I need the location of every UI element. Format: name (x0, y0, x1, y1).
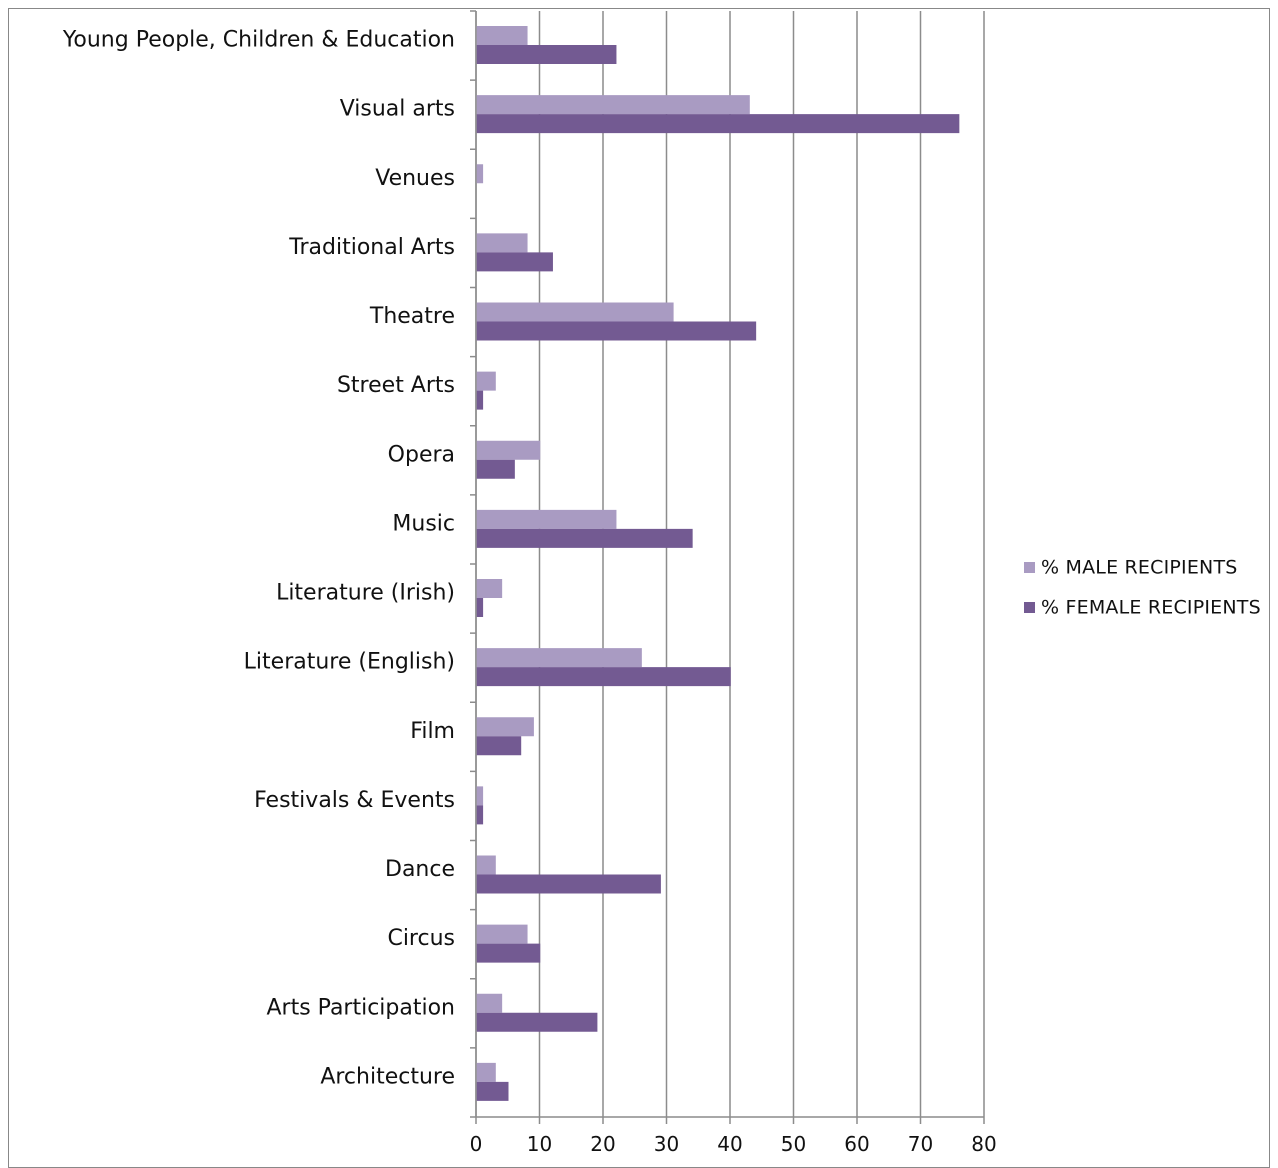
category-label: Street Arts (337, 373, 455, 398)
x-tick-label: 70 (908, 1132, 933, 1156)
category-label: Circus (387, 926, 455, 951)
bar-female (476, 528, 693, 548)
bar-female (476, 667, 731, 687)
category-label: Music (392, 511, 455, 536)
x-tick-label: 20 (590, 1132, 615, 1156)
bar-male (476, 233, 528, 253)
category-label: Venues (375, 166, 455, 191)
bar-female (476, 943, 541, 963)
category-label: Young People, Children & Education (62, 28, 455, 53)
bar-female (476, 45, 617, 64)
bar-male (476, 164, 484, 184)
category-label: Architecture (320, 1064, 455, 1089)
legend-swatch (1024, 562, 1035, 573)
category-label: Arts Participation (266, 995, 455, 1020)
x-tick-label: 60 (844, 1132, 869, 1156)
bar-male (476, 717, 534, 737)
bar-female (476, 874, 661, 894)
bar-female (476, 736, 522, 756)
category-label: Theatre (369, 304, 455, 329)
bar-male (476, 855, 496, 875)
category-label: Visual arts (340, 97, 455, 122)
x-tick-label: 80 (971, 1132, 996, 1156)
category-label: Festivals & Events (254, 788, 455, 813)
category-label: Traditional Arts (288, 235, 455, 260)
category-label: Film (410, 719, 455, 744)
bar-female (476, 598, 484, 617)
x-tick-label: 50 (781, 1132, 806, 1156)
bar-male (476, 371, 496, 391)
category-label: Opera (388, 442, 455, 467)
bar-male (476, 302, 674, 322)
x-tick-label: 10 (527, 1132, 552, 1156)
bar-male (476, 993, 503, 1013)
x-tick-label: 40 (717, 1132, 742, 1156)
bar-female (476, 459, 515, 479)
legend-label: % FEMALE RECIPIENTS (1041, 597, 1261, 619)
bar-male (476, 924, 528, 944)
bar-male (476, 440, 541, 460)
bar-female (476, 1081, 509, 1101)
bar-female (476, 390, 484, 410)
bar-female (476, 1012, 598, 1032)
category-label: Literature (Irish) (276, 581, 455, 606)
bar-male (476, 1062, 496, 1082)
category-label: Literature (English) (244, 650, 455, 675)
bar-female (476, 805, 484, 825)
bar-female (476, 252, 553, 272)
x-tick-label: 0 (470, 1132, 483, 1156)
legend-swatch (1024, 602, 1035, 613)
category-label: Dance (385, 857, 455, 882)
bar-male (476, 95, 750, 115)
bar-female (476, 321, 757, 341)
bar-male (476, 509, 617, 529)
legend-label: % MALE RECIPIENTS (1041, 557, 1238, 579)
bar-female (476, 114, 960, 134)
bar-male (476, 26, 528, 45)
x-tick-label: 30 (654, 1132, 679, 1156)
bar-male (476, 579, 503, 598)
bar-male (476, 786, 484, 806)
chart-frame (8, 8, 1270, 1168)
bar-male (476, 648, 642, 668)
